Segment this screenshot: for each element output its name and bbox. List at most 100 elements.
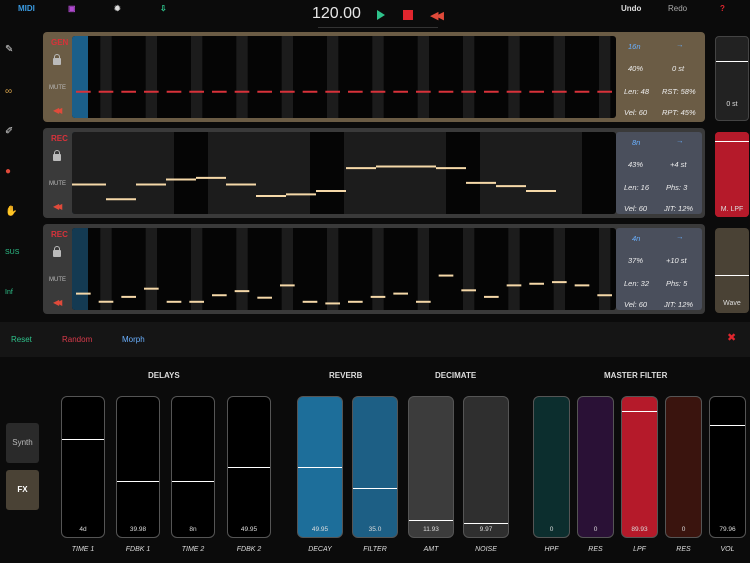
length-value[interactable]: Len: 16 xyxy=(624,183,650,192)
fx-slider-lpf[interactable]: 89.93 xyxy=(621,396,658,538)
fx-slider-hpf[interactable]: 0 xyxy=(533,396,570,538)
playhead xyxy=(72,228,88,310)
fx-slider-filter[interactable]: 35.0 xyxy=(352,396,398,538)
track-name[interactable]: REC xyxy=(51,134,68,143)
reset-button[interactable]: Reset xyxy=(11,335,32,344)
slider-value: 0 xyxy=(549,526,554,533)
transpose-value[interactable]: +4 st xyxy=(670,160,687,169)
track-name[interactable]: GEN xyxy=(51,38,69,47)
jitter-value[interactable]: JIT: 12% xyxy=(664,204,694,213)
rewind-icon[interactable]: ◀◀ xyxy=(53,202,62,211)
sus-button[interactable]: SUS xyxy=(5,249,20,256)
play-icon[interactable] xyxy=(377,10,385,20)
step-column xyxy=(553,36,565,118)
section-title-master-filter: MASTER FILTER xyxy=(604,371,668,380)
globe-icon[interactable]: ● xyxy=(5,166,12,177)
step-column xyxy=(514,132,582,214)
arrow-right-icon[interactable]: → xyxy=(676,40,684,49)
velocity-value[interactable]: Vel: 60 xyxy=(624,300,648,309)
download-icon[interactable]: ⇩ xyxy=(160,4,167,13)
step-column xyxy=(236,36,248,118)
rewind-icon[interactable]: ◀◀ xyxy=(53,298,62,307)
section-title-decimate: DECIMATE xyxy=(435,371,477,380)
step-column xyxy=(100,36,112,118)
length-value[interactable]: Len: 48 xyxy=(624,87,650,96)
hand-icon[interactable]: ✋ xyxy=(5,206,18,217)
knob-label: 0 st xyxy=(726,101,738,108)
track-controls: REC MUTE ◀◀ xyxy=(43,224,72,314)
fx-slider-decay[interactable]: 49.95 xyxy=(297,396,343,538)
rate-value[interactable]: 8n xyxy=(632,138,641,147)
track-name[interactable]: REC xyxy=(51,230,68,239)
transpose-value[interactable]: +10 st xyxy=(666,256,687,265)
undo-button[interactable]: Undo xyxy=(621,4,642,13)
inf-button[interactable]: Inf xyxy=(5,289,13,296)
rewind-icon[interactable]: ◀◀ xyxy=(53,106,62,115)
lock-icon[interactable] xyxy=(53,150,61,161)
close-icon[interactable]: ✖ xyxy=(727,332,737,344)
transpose-slider[interactable]: 0 st xyxy=(715,36,749,121)
velocity-value[interactable]: Vel: 60 xyxy=(624,204,648,213)
fx-slider-vol[interactable]: 79.96 xyxy=(709,396,746,538)
rate-value[interactable]: 16n xyxy=(628,42,641,51)
slider-label: FDBK 2 xyxy=(236,546,262,553)
midi-button[interactable]: MIDI xyxy=(18,4,35,13)
link-icon[interactable]: ∞ xyxy=(5,86,13,97)
fx-slider-res[interactable]: 0 xyxy=(577,396,614,538)
help-button[interactable]: ? xyxy=(720,4,725,13)
jitter-value[interactable]: JIT: 12% xyxy=(664,300,694,309)
step-grid[interactable] xyxy=(72,36,616,118)
fx-slider-fdbk-2[interactable]: 49.95 xyxy=(227,396,271,538)
random-button[interactable]: Random xyxy=(62,335,93,344)
step-grid[interactable] xyxy=(72,228,616,310)
fx-slider-amt[interactable]: 11.93 xyxy=(408,396,454,538)
stop-icon[interactable] xyxy=(403,10,413,20)
fx-slider-noise[interactable]: 9.97 xyxy=(463,396,509,538)
fx-slider-time-1[interactable]: 4d xyxy=(61,396,105,538)
save-icon[interactable]: ▣ xyxy=(68,4,76,13)
mute-button[interactable]: MUTE xyxy=(49,277,66,283)
dropper-icon[interactable]: ✐ xyxy=(5,126,14,137)
fx-mode-button[interactable]: FX xyxy=(6,470,39,510)
lock-icon[interactable] xyxy=(53,246,61,257)
arrow-right-icon[interactable]: → xyxy=(676,136,684,145)
probability-value[interactable]: 43% xyxy=(628,160,644,169)
transpose-value[interactable]: 0 st xyxy=(672,64,685,73)
probability-value[interactable]: 40% xyxy=(628,64,644,73)
track-info: 8n → 43% +4 st Len: 16 Phs: 3 Vel: 60 JI… xyxy=(616,132,702,214)
master-lpf-slider[interactable]: M. LPF xyxy=(715,132,749,217)
track-rec-2: REC MUTE ◀◀ 4n → 37% +10 st Len: 32 Phs:… xyxy=(43,224,705,314)
track-info: 16n → 40% 0 st Len: 48 RST: 58% Vel: 60 … xyxy=(616,36,702,118)
rate-value[interactable]: 4n xyxy=(632,234,641,243)
phase-value[interactable]: Phs: 5 xyxy=(666,279,688,288)
step-column xyxy=(145,36,157,118)
probability-value[interactable]: 37% xyxy=(628,256,644,265)
rst-value[interactable]: RST: 58% xyxy=(662,87,696,96)
lock-icon[interactable] xyxy=(53,54,61,65)
slider-label: HPF xyxy=(544,546,559,553)
fx-slider-res[interactable]: 0 xyxy=(665,396,702,538)
wave-slider[interactable]: Wave xyxy=(715,228,749,313)
arrow-right-icon[interactable]: → xyxy=(676,232,684,241)
morph-button[interactable]: Morph xyxy=(122,335,145,344)
fx-slider-time-2[interactable]: 8n xyxy=(171,396,215,538)
gear-icon[interactable]: ✹ xyxy=(114,4,121,13)
mute-button[interactable]: MUTE xyxy=(49,85,66,91)
slider-indicator xyxy=(710,425,745,426)
bpm-display[interactable]: 120.00 xyxy=(312,5,361,22)
phase-value[interactable]: Phs: 3 xyxy=(666,183,688,192)
wrench-icon[interactable]: ✎ xyxy=(5,44,14,55)
step-column xyxy=(145,228,157,310)
playhead xyxy=(72,36,88,118)
synth-mode-button[interactable]: Synth xyxy=(6,423,39,463)
rewind-icon[interactable]: ◀◀ xyxy=(430,10,444,22)
velocity-value[interactable]: Vel: 60 xyxy=(624,108,648,117)
mute-button[interactable]: MUTE xyxy=(49,181,66,187)
slider-indicator xyxy=(622,411,657,412)
redo-button[interactable]: Redo xyxy=(668,4,688,13)
fx-slider-fdbk-1[interactable]: 39.98 xyxy=(116,396,160,538)
step-grid[interactable] xyxy=(72,132,616,214)
length-value[interactable]: Len: 32 xyxy=(624,279,650,288)
rpt-value[interactable]: RPT: 45% xyxy=(662,108,696,117)
slider-indicator xyxy=(353,488,397,489)
